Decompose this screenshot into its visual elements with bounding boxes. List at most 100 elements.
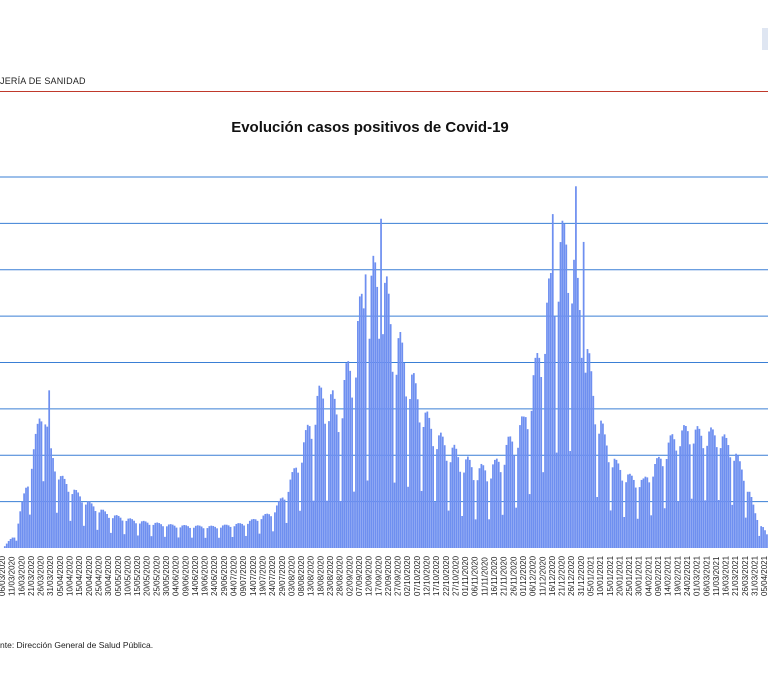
bar	[517, 447, 519, 548]
bar	[588, 353, 591, 548]
bar	[378, 338, 380, 548]
bar	[681, 430, 683, 548]
bar	[133, 520, 135, 548]
bar	[675, 450, 678, 548]
bar	[461, 516, 463, 548]
bar	[164, 536, 166, 548]
bar	[739, 461, 741, 548]
bar	[279, 498, 282, 548]
bar	[503, 464, 506, 548]
header-divider	[0, 91, 768, 92]
bar	[735, 453, 737, 548]
x-tick-label: 17/09/2020	[374, 555, 383, 596]
bar	[611, 467, 614, 548]
bar	[397, 338, 400, 548]
bar	[465, 459, 467, 548]
bar	[204, 537, 207, 548]
bar	[414, 383, 417, 548]
bar	[370, 275, 373, 548]
bar	[247, 523, 249, 548]
bar	[532, 375, 535, 548]
bar	[409, 399, 411, 548]
bar	[480, 463, 483, 548]
bar	[171, 524, 174, 548]
bar	[357, 320, 359, 548]
bar	[27, 486, 29, 548]
bar	[312, 500, 315, 548]
bar	[233, 526, 236, 548]
bar	[766, 534, 768, 548]
bar	[185, 525, 188, 548]
bar	[648, 482, 651, 548]
bar	[412, 373, 415, 548]
bar	[698, 428, 701, 548]
x-tick-label: 05/05/2020	[114, 555, 123, 596]
x-tick-label: 04/02/2021	[644, 555, 653, 596]
x-tick-label: 15/05/2020	[133, 555, 142, 596]
x-tick-label: 09/02/2021	[654, 555, 663, 596]
x-tick-label: 10/01/2021	[596, 555, 605, 596]
bar	[341, 418, 344, 548]
organization-header: JERÍA DE SANIDAD	[0, 76, 86, 86]
x-tick-label: 20/04/2020	[85, 555, 94, 596]
bar	[706, 445, 708, 548]
bar	[15, 540, 18, 548]
bar	[470, 467, 473, 549]
bar	[468, 459, 471, 548]
bar	[198, 525, 201, 548]
bar	[119, 517, 122, 548]
bar	[275, 505, 278, 548]
bar	[125, 520, 128, 548]
bar	[40, 421, 43, 548]
x-tick-label: 01/11/2020	[461, 556, 470, 596]
bar	[690, 498, 693, 548]
bar	[511, 441, 514, 548]
bar	[362, 308, 365, 548]
bar	[416, 399, 419, 548]
bar	[715, 447, 718, 548]
bar	[3, 546, 6, 548]
bar	[54, 471, 56, 548]
bar	[287, 491, 290, 548]
bar	[96, 529, 99, 548]
bar	[727, 445, 730, 548]
source-note: nte: Dirección General de Salud Pública.	[0, 640, 154, 650]
bar	[762, 527, 764, 548]
x-tick-label: 14/07/2020	[249, 555, 258, 596]
bar	[202, 528, 205, 548]
bar	[111, 518, 114, 548]
bar	[602, 423, 604, 548]
bar	[187, 526, 189, 548]
bar	[405, 396, 407, 548]
bar	[123, 534, 126, 548]
bar	[439, 432, 442, 548]
bar	[29, 514, 31, 548]
bar	[567, 292, 570, 548]
bar	[330, 394, 332, 548]
bar	[237, 523, 240, 548]
bar	[239, 523, 242, 548]
bar	[322, 398, 325, 548]
bar	[17, 523, 20, 548]
bar	[644, 476, 647, 548]
bar	[248, 520, 251, 548]
bar	[548, 278, 550, 548]
bar	[162, 526, 164, 548]
x-tick-label: 08/08/2020	[297, 555, 306, 596]
bar	[11, 537, 14, 548]
bar	[592, 395, 595, 548]
bar	[88, 501, 91, 549]
bar	[299, 510, 301, 548]
x-tick-label: 21/12/2020	[558, 555, 567, 596]
bar	[274, 512, 276, 548]
x-tick-label: 04/06/2020	[172, 555, 181, 596]
bar	[285, 522, 288, 548]
bar	[665, 458, 668, 548]
x-tick-label: 19/02/2021	[673, 555, 682, 596]
bar	[631, 475, 633, 548]
bar	[200, 526, 203, 548]
x-tick-label: 21/11/2020	[500, 556, 509, 596]
bar	[457, 457, 460, 548]
bar	[166, 526, 168, 548]
bar	[748, 491, 751, 548]
